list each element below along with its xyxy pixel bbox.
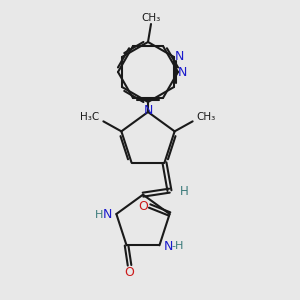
Text: N: N [177,65,187,79]
Text: O: O [139,200,148,212]
Text: H₃C: H₃C [80,112,99,122]
Text: N: N [174,50,184,64]
Text: N: N [103,208,112,221]
Text: N: N [164,240,173,253]
Text: H: H [179,185,188,198]
Text: CH₃: CH₃ [141,13,160,23]
Text: N: N [143,104,153,118]
Text: O: O [124,266,134,279]
Text: CH₃: CH₃ [196,112,216,122]
Text: H: H [95,210,103,220]
Text: -H: -H [172,241,184,251]
